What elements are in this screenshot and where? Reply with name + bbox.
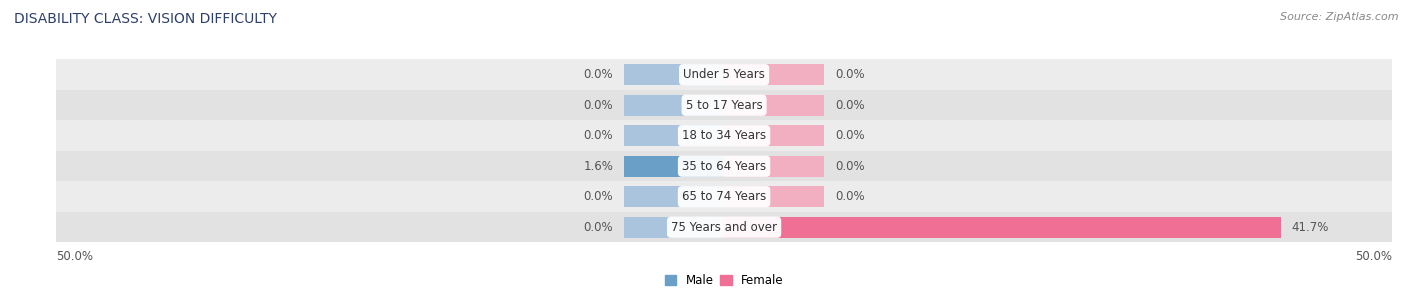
Bar	[56, 151, 1392, 181]
Bar	[624, 156, 724, 177]
Text: 50.0%: 50.0%	[56, 250, 93, 263]
Text: 0.0%: 0.0%	[835, 99, 865, 112]
Bar	[724, 125, 824, 146]
Bar	[724, 64, 824, 85]
Text: 35 to 64 Years: 35 to 64 Years	[682, 160, 766, 173]
Text: 65 to 74 Years: 65 to 74 Years	[682, 190, 766, 203]
Text: 0.0%: 0.0%	[835, 190, 865, 203]
Text: 5 to 17 Years: 5 to 17 Years	[686, 99, 762, 112]
Bar	[724, 95, 824, 116]
Text: 50.0%: 50.0%	[1355, 250, 1392, 263]
Text: 75 Years and over: 75 Years and over	[671, 221, 778, 234]
Text: 1.6%: 1.6%	[583, 160, 613, 173]
Bar	[56, 120, 1392, 151]
Text: 0.0%: 0.0%	[583, 190, 613, 203]
Text: 0.0%: 0.0%	[583, 221, 613, 234]
Bar	[624, 64, 724, 85]
Bar	[56, 212, 1392, 242]
Bar	[724, 217, 1281, 238]
Text: 0.0%: 0.0%	[583, 129, 613, 142]
Text: DISABILITY CLASS: VISION DIFFICULTY: DISABILITY CLASS: VISION DIFFICULTY	[14, 12, 277, 26]
Bar	[56, 90, 1392, 120]
Text: 41.7%: 41.7%	[1292, 221, 1329, 234]
Text: 0.0%: 0.0%	[583, 68, 613, 81]
Bar	[624, 95, 724, 116]
Bar	[56, 59, 1392, 90]
Legend: Male, Female: Male, Female	[665, 274, 783, 287]
Text: 18 to 34 Years: 18 to 34 Years	[682, 129, 766, 142]
Text: 0.0%: 0.0%	[835, 160, 865, 173]
Bar	[724, 186, 824, 207]
Bar	[724, 156, 824, 177]
Bar	[624, 186, 724, 207]
Bar	[624, 217, 724, 238]
Bar	[624, 125, 724, 146]
Text: 0.0%: 0.0%	[583, 99, 613, 112]
Text: Under 5 Years: Under 5 Years	[683, 68, 765, 81]
Text: Source: ZipAtlas.com: Source: ZipAtlas.com	[1281, 12, 1399, 22]
Text: 0.0%: 0.0%	[835, 68, 865, 81]
Text: 0.0%: 0.0%	[835, 129, 865, 142]
Bar	[56, 181, 1392, 212]
